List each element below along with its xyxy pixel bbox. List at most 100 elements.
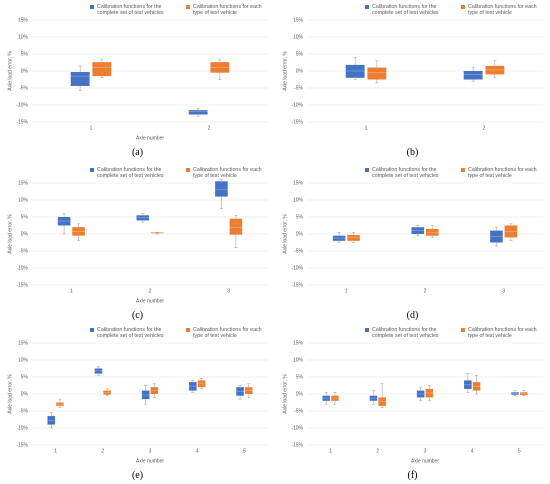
legend-item: Calibration functions for each type of t… xyxy=(461,167,543,179)
box xyxy=(367,67,387,80)
chart: -15% -10% -5% 0% 5% 10% 15% Axle load error, % 1… xyxy=(282,180,543,294)
chart: -15% -10% -5% 0% 5% 10% 15% Axle load error, % A… xyxy=(7,340,268,464)
panel: -15% -10% -5% 0% 5% 10% 15% Axle load error, % A… xyxy=(275,323,550,484)
legend: Calibration functions for the complete s… xyxy=(90,167,268,179)
panel-label: (b) xyxy=(406,147,419,158)
y-tick-label: 15% xyxy=(293,340,304,346)
legend-item: Calibration functions for the complete s… xyxy=(90,4,172,16)
y-tick-label: 15% xyxy=(18,17,29,23)
legend-label: Calibration functions for the complete s… xyxy=(372,327,439,339)
panel-label: (c) xyxy=(131,310,144,321)
legend-item: Calibration functions for the complete s… xyxy=(90,167,172,179)
box xyxy=(70,72,90,86)
y-tick-label: 0% xyxy=(21,391,29,397)
x-tick-label: 1 xyxy=(90,125,93,131)
y-tick-label: -5% xyxy=(19,408,28,414)
x-tick-label: 3 xyxy=(424,448,427,454)
panel-label: (f) xyxy=(407,470,418,481)
panel: -15% -10% -5% 0% 5% 10% 15% Axle load error, % 1… xyxy=(275,163,550,324)
y-tick-label: -5% xyxy=(294,408,303,414)
x-tick-label: 1 xyxy=(329,448,332,454)
legend-item: Calibration functions for each type of t… xyxy=(461,327,543,339)
y-tick-label: 0% xyxy=(21,231,29,237)
y-tick-label: 0% xyxy=(296,391,304,397)
y-tick-label: -5% xyxy=(294,85,303,91)
legend-swatch xyxy=(90,168,94,172)
legend-swatch xyxy=(365,168,369,172)
panel: -15% -10% -5% 0% 5% 10% 15% Axle load error, % A… xyxy=(0,323,275,484)
chart: -15% -10% -5% 0% 5% 10% 15% Axle load error, % A… xyxy=(282,340,543,464)
y-tick-label: 0% xyxy=(296,231,304,237)
x-axis-label: Axle number xyxy=(136,135,164,141)
legend-swatch xyxy=(461,168,465,172)
legend-label: Calibration functions for each type of t… xyxy=(468,4,537,16)
legend-label: Calibration functions for each type of t… xyxy=(193,4,262,16)
legend-label: Calibration functions for the complete s… xyxy=(97,167,164,179)
legend-label: Calibration functions for each type of t… xyxy=(468,167,537,179)
x-tick-label: 3 xyxy=(149,448,152,454)
y-axis-label: Axle load error, % xyxy=(282,51,288,91)
legend-swatch xyxy=(365,328,369,332)
legend-swatch xyxy=(461,328,465,332)
legend-label: Calibration functions for each type of t… xyxy=(468,327,537,339)
legend-item: Calibration functions for each type of t… xyxy=(186,167,268,179)
legend-label: Calibration functions for the complete s… xyxy=(372,4,439,16)
panel-label: (d) xyxy=(406,310,419,321)
x-tick-label: 5 xyxy=(518,448,521,454)
box xyxy=(463,71,483,80)
y-axis-label: Axle load error, % xyxy=(7,374,13,414)
box xyxy=(92,62,112,77)
x-tick-label: 2 xyxy=(483,125,486,131)
x-tick-label: 3 xyxy=(227,288,230,294)
y-tick-label: 15% xyxy=(18,340,29,346)
x-tick-label: 2 xyxy=(149,288,152,294)
panel: -15% -10% -5% 0% 5% 10% 15% Axle load error, % 1… xyxy=(275,0,550,161)
legend-item: Calibration functions for each type of t… xyxy=(186,327,268,339)
x-tick-label: 2 xyxy=(208,125,211,131)
box xyxy=(215,181,228,197)
x-axis-label: Axle number xyxy=(136,298,164,304)
box xyxy=(345,64,365,78)
x-axis-label: Axle number xyxy=(136,458,164,464)
y-tick-label: 10% xyxy=(18,197,29,203)
y-axis-label: Axle load error, % xyxy=(282,214,288,254)
y-tick-label: -15% xyxy=(16,442,28,448)
y-tick-label: 5% xyxy=(21,374,29,380)
y-tick-label: 10% xyxy=(18,34,29,40)
y-tick-label: 10% xyxy=(293,197,304,203)
y-axis-label: Axle load error, % xyxy=(7,214,13,254)
legend: Calibration functions for the complete s… xyxy=(365,327,543,339)
y-tick-label: -15% xyxy=(291,282,303,288)
y-axis-label: Axle load error, % xyxy=(7,51,13,91)
panel: -15% -10% -5% 0% 5% 10% 15% Axle load error, % A… xyxy=(0,163,275,324)
chart: -15% -10% -5% 0% 5% 10% 15% Axle load error, % A… xyxy=(7,17,268,141)
legend-item: Calibration functions for the complete s… xyxy=(90,327,172,339)
y-tick-label: 10% xyxy=(293,34,304,40)
y-tick-label: 15% xyxy=(293,180,304,186)
legend: Calibration functions for the complete s… xyxy=(90,4,268,16)
legend-label: Calibration functions for the complete s… xyxy=(97,327,164,339)
y-tick-label: 0% xyxy=(296,68,304,74)
legend: Calibration functions for the complete s… xyxy=(90,327,268,339)
panel: -15% -10% -5% 0% 5% 10% 15% Axle load error, % A… xyxy=(0,0,275,161)
legend-item: Calibration functions for the complete s… xyxy=(365,327,447,339)
x-tick-label: 1 xyxy=(54,448,57,454)
box xyxy=(188,110,208,115)
y-tick-label: -10% xyxy=(291,425,303,431)
y-tick-label: 15% xyxy=(18,180,29,186)
y-axis-label: Axle load error, % xyxy=(282,374,288,414)
box xyxy=(229,218,243,235)
y-tick-label: -15% xyxy=(16,119,28,125)
x-tick-label: 2 xyxy=(101,448,104,454)
y-tick-label: 5% xyxy=(21,51,29,57)
panel-label: (e) xyxy=(131,470,144,481)
y-tick-label: -5% xyxy=(19,85,28,91)
legend-swatch xyxy=(186,328,190,332)
y-tick-label: 10% xyxy=(18,357,29,363)
legend-swatch xyxy=(365,5,369,9)
legend-label: Calibration functions for each type of t… xyxy=(193,167,262,179)
x-tick-label: 1 xyxy=(70,288,73,294)
y-tick-label: -10% xyxy=(291,265,303,271)
y-tick-label: -10% xyxy=(16,102,28,108)
legend-swatch xyxy=(90,5,94,9)
